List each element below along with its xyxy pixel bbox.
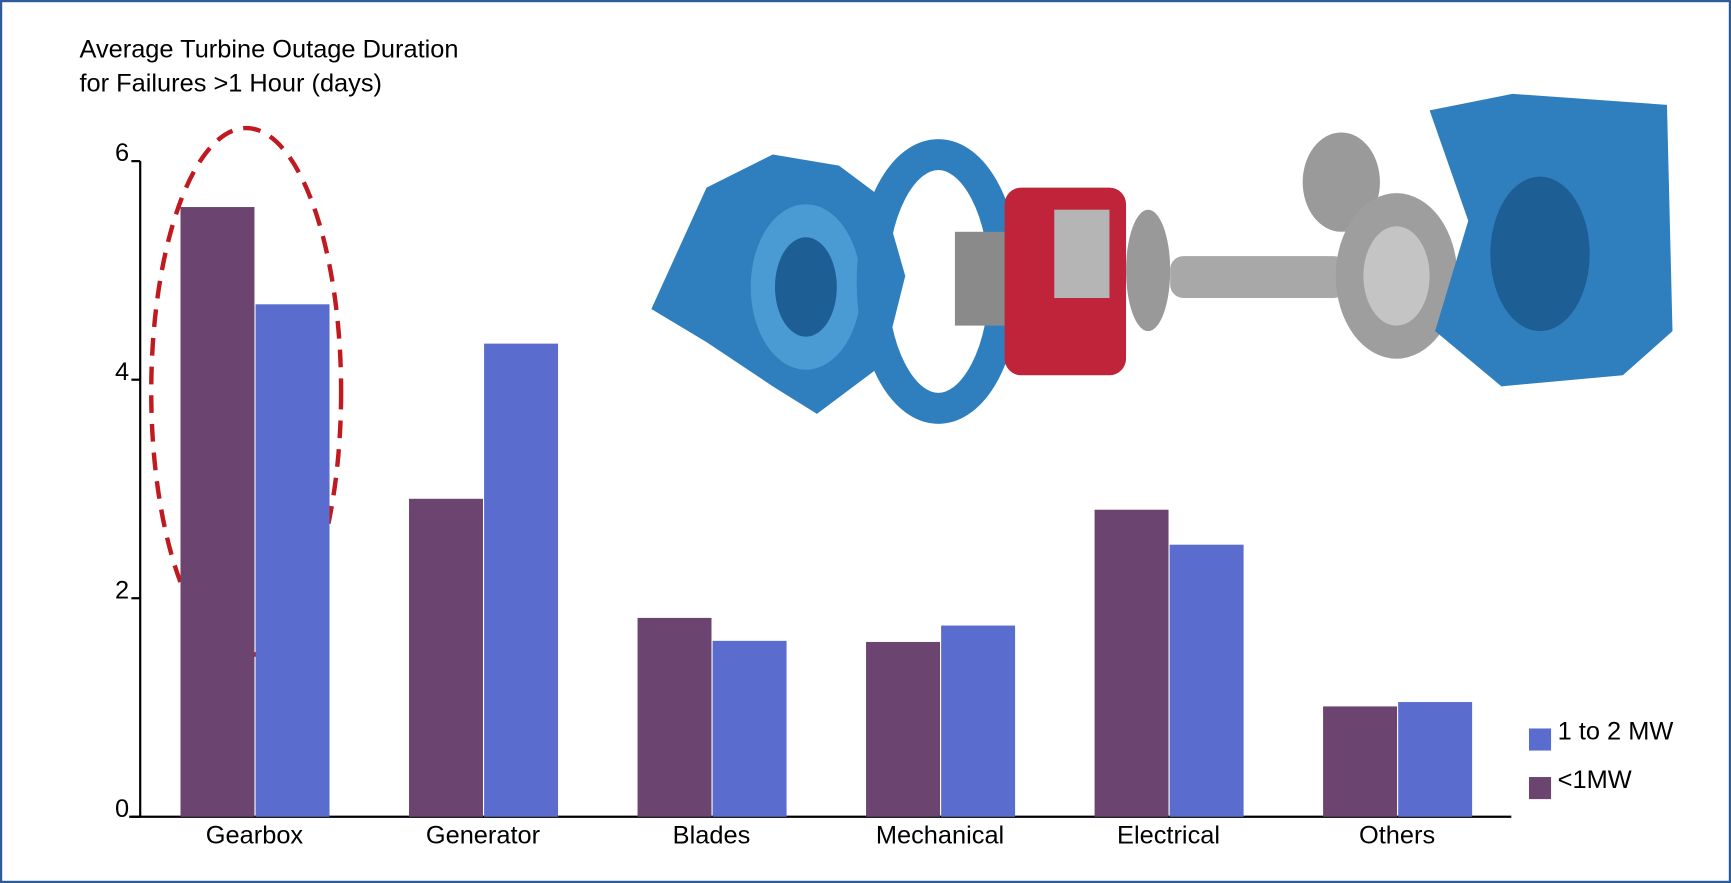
gear-case-bore xyxy=(1490,176,1590,332)
bar xyxy=(1398,702,1473,817)
bar xyxy=(180,207,255,817)
x-tick-label: Gearbox xyxy=(206,821,304,849)
legend-label: <1MW xyxy=(1558,766,1632,794)
x-tick-label: Mechanical xyxy=(876,821,1004,849)
carrier xyxy=(954,231,1011,326)
bar xyxy=(1094,509,1169,817)
bar xyxy=(866,641,941,817)
bar xyxy=(1169,544,1244,817)
y-tick-label: 4 xyxy=(115,358,129,386)
shaft xyxy=(1170,256,1347,299)
y-tick-label: 0 xyxy=(115,795,129,823)
gearbox-illustration xyxy=(651,93,1673,424)
legend-label: 1 to 2 MW xyxy=(1558,718,1674,746)
y-tick-label: 6 xyxy=(115,139,129,167)
bar xyxy=(637,617,712,817)
gear-small xyxy=(1302,132,1380,232)
bar xyxy=(409,498,483,817)
y-axis-title: Average Turbine Outage Duration xyxy=(79,35,458,63)
legend-swatch xyxy=(1528,728,1552,751)
x-tick-label: Blades xyxy=(673,821,751,849)
housing-hole xyxy=(774,237,837,337)
bar xyxy=(712,640,787,817)
y-axis-title: for Failures >1 Hour (days) xyxy=(79,70,382,98)
x-tick-label: Generator xyxy=(426,821,541,849)
bar xyxy=(484,343,559,817)
x-tick-label: Electrical xyxy=(1117,821,1220,849)
x-tick-label: Others xyxy=(1359,821,1435,849)
gear-hub xyxy=(1363,226,1430,326)
sun-plate xyxy=(1126,209,1171,332)
planet xyxy=(1054,209,1110,299)
bar xyxy=(255,304,330,817)
legend-swatch xyxy=(1528,777,1552,800)
y-tick-label: 2 xyxy=(115,576,129,604)
bar xyxy=(941,625,1016,817)
bar xyxy=(1323,706,1398,817)
